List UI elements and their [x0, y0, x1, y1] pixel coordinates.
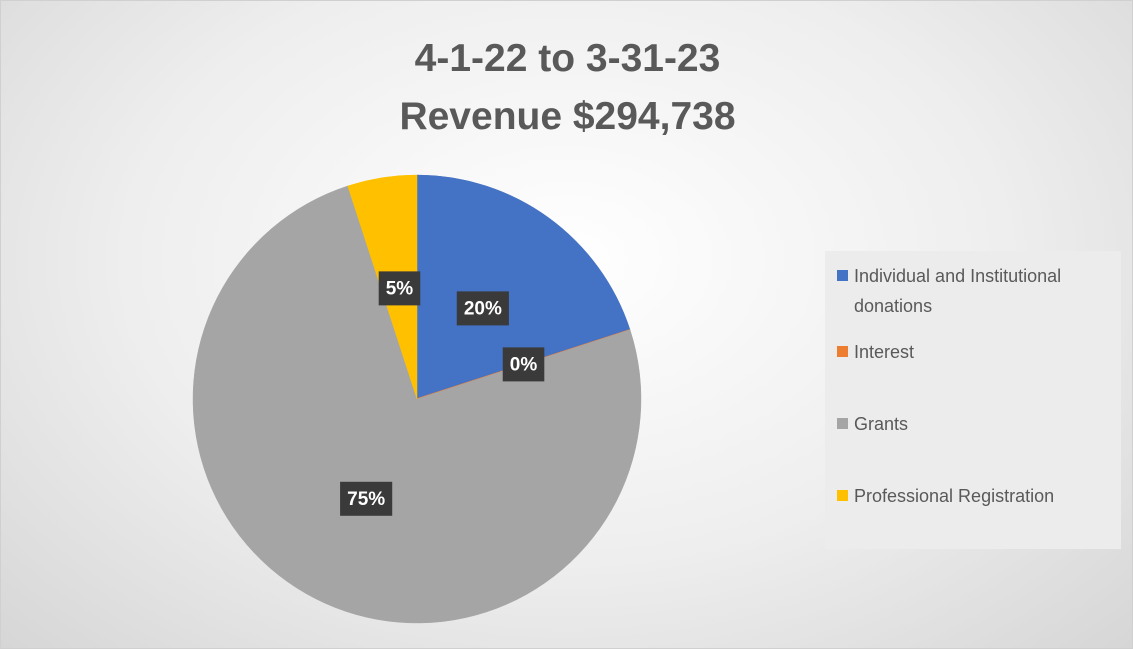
legend-swatch: [837, 418, 848, 429]
chart-subtitle: Revenue $294,738: [399, 95, 736, 138]
chart-title: 4-1-22 to 3-31-23: [414, 37, 721, 80]
legend-swatch: [837, 346, 848, 357]
data-label-text: 5%: [386, 278, 414, 299]
legend-label: Individual and Institutional donations: [854, 266, 1062, 316]
data-label: 0%: [502, 347, 545, 382]
data-label-text: 75%: [347, 489, 385, 510]
legend-swatch: [837, 490, 848, 501]
legend: Individual and Institutional donations In…: [825, 251, 1121, 549]
data-label: 5%: [378, 271, 421, 306]
data-label-box: [340, 481, 393, 516]
legend-label: Professional Registration: [854, 486, 1055, 506]
data-label-box: [502, 347, 545, 382]
data-label-box: [378, 271, 421, 306]
data-label: 75%: [340, 481, 393, 516]
pie-slice: [192, 185, 642, 624]
legend-label: Interest: [854, 342, 915, 362]
data-label-box: [456, 291, 509, 326]
data-label-text: 20%: [464, 298, 502, 319]
data-label-text: 0%: [510, 354, 538, 375]
data-label: 20%: [456, 291, 509, 326]
pie-slice: [416, 174, 631, 400]
legend-swatch: [837, 270, 848, 281]
legend-label: Grants: [854, 414, 909, 434]
